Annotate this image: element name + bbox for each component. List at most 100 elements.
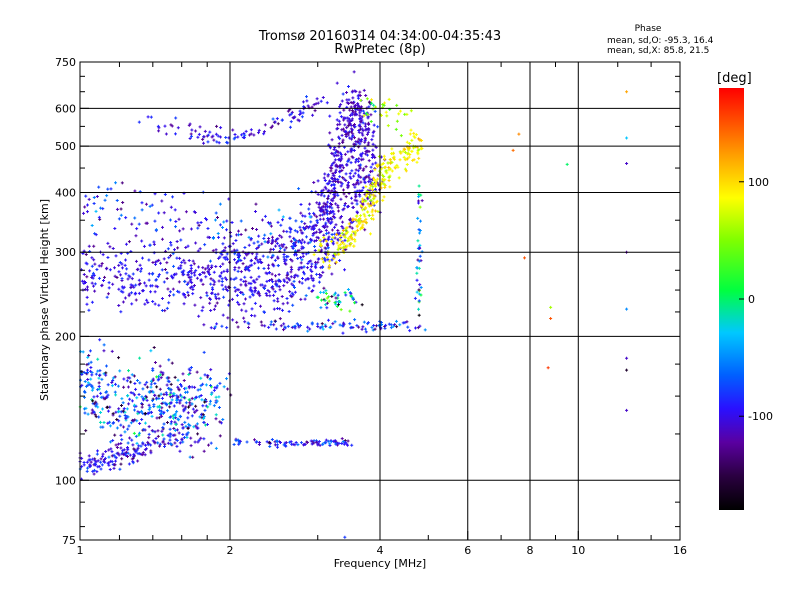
data-point bbox=[211, 249, 215, 253]
data-point bbox=[416, 216, 420, 220]
data-point bbox=[359, 204, 363, 208]
data-point bbox=[186, 273, 190, 277]
data-point bbox=[163, 192, 167, 196]
data-point bbox=[343, 535, 347, 539]
data-point bbox=[225, 377, 229, 381]
data-point bbox=[296, 323, 300, 327]
data-point bbox=[122, 448, 126, 452]
data-point bbox=[405, 320, 409, 324]
data-point bbox=[156, 434, 160, 438]
phase-stats-o: mean, sd,O: -95.3, 16.4 bbox=[607, 36, 714, 46]
data-point bbox=[402, 155, 406, 159]
data-point bbox=[332, 160, 336, 164]
data-point bbox=[395, 163, 399, 167]
data-point bbox=[193, 397, 197, 401]
data-point bbox=[368, 177, 372, 181]
data-point bbox=[97, 415, 101, 419]
data-point bbox=[364, 185, 368, 189]
data-point bbox=[199, 436, 203, 440]
data-point bbox=[110, 384, 114, 388]
data-point bbox=[322, 236, 326, 240]
data-point bbox=[110, 349, 114, 353]
data-point bbox=[181, 433, 185, 437]
data-point bbox=[99, 457, 103, 461]
data-point bbox=[186, 293, 190, 297]
data-point bbox=[384, 110, 388, 114]
data-point bbox=[333, 252, 337, 256]
data-point bbox=[160, 309, 164, 313]
data-point bbox=[365, 132, 369, 136]
data-point bbox=[253, 438, 257, 442]
data-point bbox=[100, 463, 104, 467]
data-point bbox=[342, 177, 346, 181]
data-point bbox=[370, 181, 374, 185]
data-point bbox=[338, 323, 342, 327]
data-point bbox=[348, 309, 352, 313]
data-point bbox=[137, 433, 141, 437]
data-point bbox=[206, 235, 210, 239]
data-point bbox=[262, 310, 266, 314]
data-point bbox=[202, 350, 206, 354]
data-point bbox=[355, 180, 359, 184]
data-point bbox=[326, 439, 330, 443]
data-point bbox=[245, 266, 249, 270]
data-point bbox=[401, 321, 405, 325]
data-point bbox=[274, 244, 278, 248]
data-point bbox=[175, 239, 179, 243]
data-point bbox=[392, 157, 396, 161]
data-point bbox=[121, 449, 125, 453]
data-point bbox=[204, 423, 208, 427]
data-point bbox=[335, 304, 339, 308]
data-point bbox=[143, 383, 147, 387]
data-point bbox=[330, 202, 334, 206]
data-point bbox=[382, 154, 386, 158]
data-point bbox=[96, 459, 100, 463]
data-point bbox=[366, 210, 370, 214]
data-point bbox=[131, 460, 135, 464]
data-point bbox=[124, 450, 128, 454]
data-point bbox=[117, 304, 121, 308]
data-point bbox=[407, 155, 411, 159]
data-point bbox=[195, 408, 199, 412]
data-point bbox=[147, 408, 151, 412]
data-point bbox=[365, 153, 369, 157]
data-point bbox=[113, 375, 117, 379]
data-point bbox=[351, 297, 355, 301]
data-point bbox=[334, 442, 338, 446]
data-point bbox=[108, 245, 112, 249]
data-point bbox=[341, 166, 345, 170]
data-point bbox=[415, 266, 419, 270]
data-point bbox=[252, 241, 256, 245]
data-point bbox=[361, 133, 365, 137]
data-point bbox=[136, 452, 140, 456]
data-point bbox=[231, 318, 235, 322]
data-point bbox=[368, 232, 372, 236]
data-point bbox=[283, 326, 287, 330]
data-point bbox=[369, 119, 373, 123]
data-point bbox=[188, 424, 192, 428]
data-point bbox=[170, 361, 174, 365]
data-point bbox=[220, 279, 224, 283]
data-point bbox=[119, 423, 123, 427]
data-point bbox=[184, 210, 188, 214]
data-point bbox=[114, 254, 118, 258]
data-point bbox=[206, 405, 210, 409]
data-point bbox=[121, 201, 125, 205]
data-point bbox=[261, 254, 265, 258]
data-point bbox=[367, 204, 371, 208]
data-point bbox=[115, 276, 119, 280]
data-point bbox=[171, 433, 175, 437]
data-point bbox=[263, 240, 267, 244]
data-point bbox=[343, 123, 347, 127]
data-point bbox=[213, 292, 217, 296]
colorbar-tick-label: 100 bbox=[748, 176, 769, 189]
data-point bbox=[143, 281, 147, 285]
data-point bbox=[176, 246, 180, 250]
data-point bbox=[132, 403, 136, 407]
data-point bbox=[215, 384, 219, 388]
data-point bbox=[363, 140, 367, 144]
data-point bbox=[186, 244, 190, 248]
data-point bbox=[341, 331, 345, 335]
data-point bbox=[256, 245, 260, 249]
data-point bbox=[318, 213, 322, 217]
